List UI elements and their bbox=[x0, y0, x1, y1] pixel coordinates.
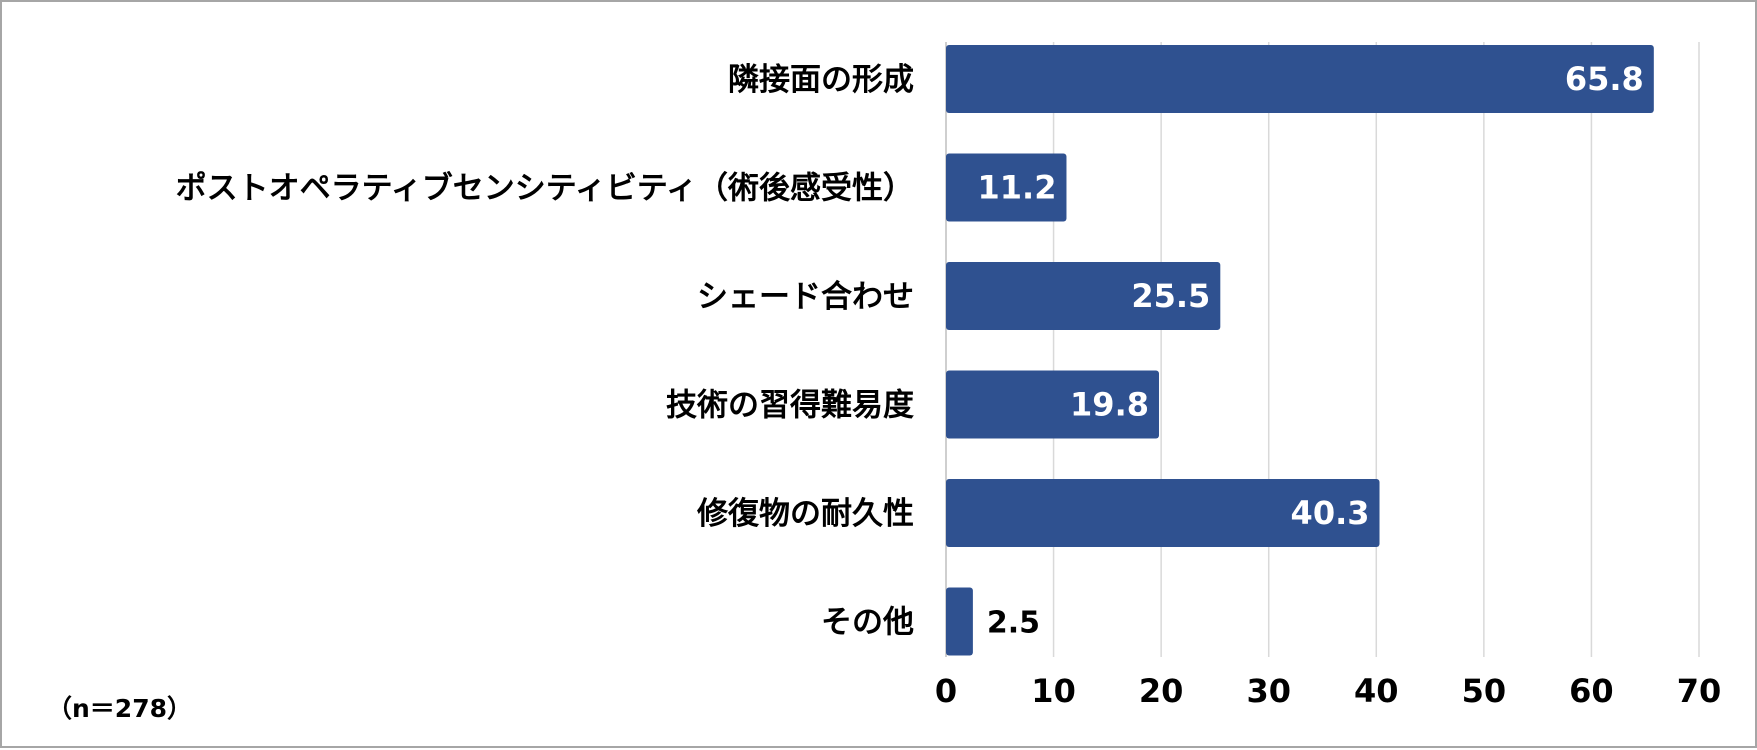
bar bbox=[946, 153, 1067, 222]
x-tick-label: 40 bbox=[1354, 672, 1399, 710]
data-label: 2.5 bbox=[987, 606, 1040, 641]
data-label: 65.8 bbox=[1565, 60, 1644, 98]
bar bbox=[946, 370, 1159, 439]
data-label: 11.2 bbox=[978, 169, 1057, 207]
bars bbox=[946, 45, 1654, 656]
category-label: 技術の習得難易度 bbox=[666, 388, 914, 424]
x-tick-label: 30 bbox=[1246, 672, 1291, 710]
x-tick-label: 20 bbox=[1139, 672, 1184, 710]
bar bbox=[946, 45, 1654, 113]
data-label: 19.8 bbox=[1070, 386, 1149, 424]
category-label: 修復物の耐久性 bbox=[696, 496, 914, 532]
x-tick-label: 60 bbox=[1569, 672, 1614, 710]
x-tick-label: 70 bbox=[1677, 672, 1722, 710]
x-tick-label: 50 bbox=[1462, 672, 1507, 710]
value-labels: 65.8 11.2 25.5 19.8 40.3 2.5 bbox=[978, 60, 1644, 641]
category-label: その他 bbox=[821, 605, 914, 641]
grid-lines bbox=[945, 42, 1700, 657]
data-label: 40.3 bbox=[1291, 494, 1370, 532]
bar bbox=[946, 587, 973, 656]
x-tick-label: 0 bbox=[935, 672, 957, 710]
category-label: ポストオペラティブセンシティビティ（術後感受性） bbox=[176, 171, 914, 207]
x-axis-tick-labels: 0 10 20 30 40 50 60 70 bbox=[935, 672, 1721, 710]
bar bbox=[946, 479, 1380, 547]
category-label: シェード合わせ bbox=[697, 279, 914, 315]
bar bbox=[946, 262, 1221, 330]
data-label: 25.5 bbox=[1131, 277, 1210, 315]
sample-size-note: （n＝278） bbox=[47, 694, 192, 723]
category-label: 隣接面の形成 bbox=[728, 62, 914, 98]
x-tick-label: 10 bbox=[1031, 672, 1076, 710]
